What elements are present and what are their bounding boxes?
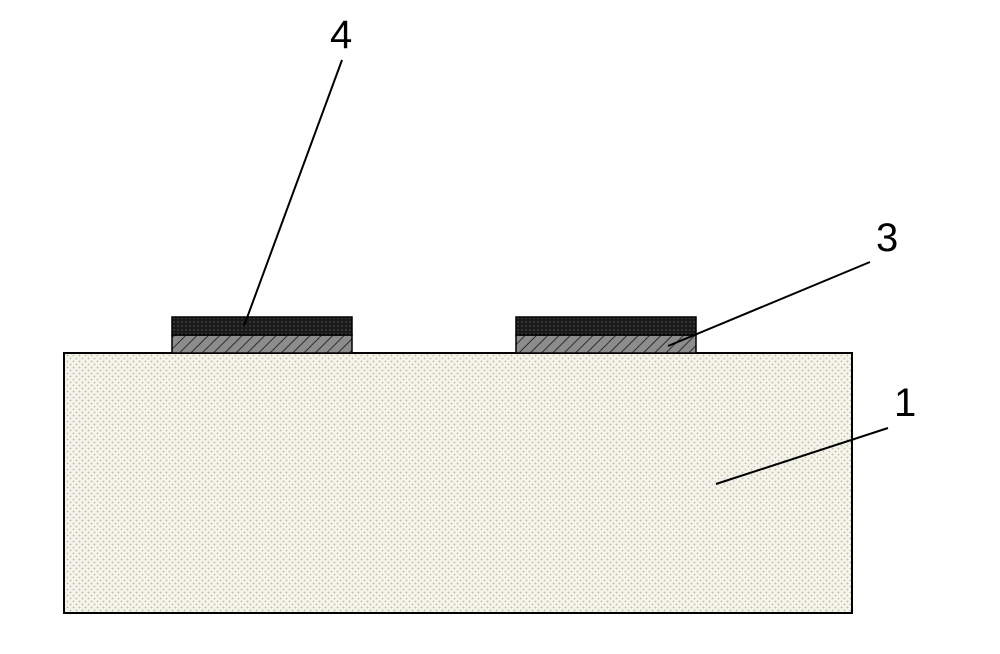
- callout-1-label: 1: [894, 381, 916, 425]
- pad-right: [516, 317, 696, 353]
- callout-4: 4: [244, 13, 352, 326]
- pad-left-layer-b: [172, 317, 352, 335]
- pad-left-layer-a: [172, 335, 352, 353]
- callout-4-line: [244, 60, 342, 326]
- callout-3-line: [668, 262, 870, 346]
- substrate: [64, 353, 852, 613]
- callout-3: 3: [668, 216, 898, 346]
- callout-4-label: 4: [330, 13, 352, 57]
- pad-right-layer-b: [516, 317, 696, 335]
- pad-left: [172, 317, 352, 353]
- callout-3-label: 3: [876, 216, 898, 260]
- pad-right-layer-a: [516, 335, 696, 353]
